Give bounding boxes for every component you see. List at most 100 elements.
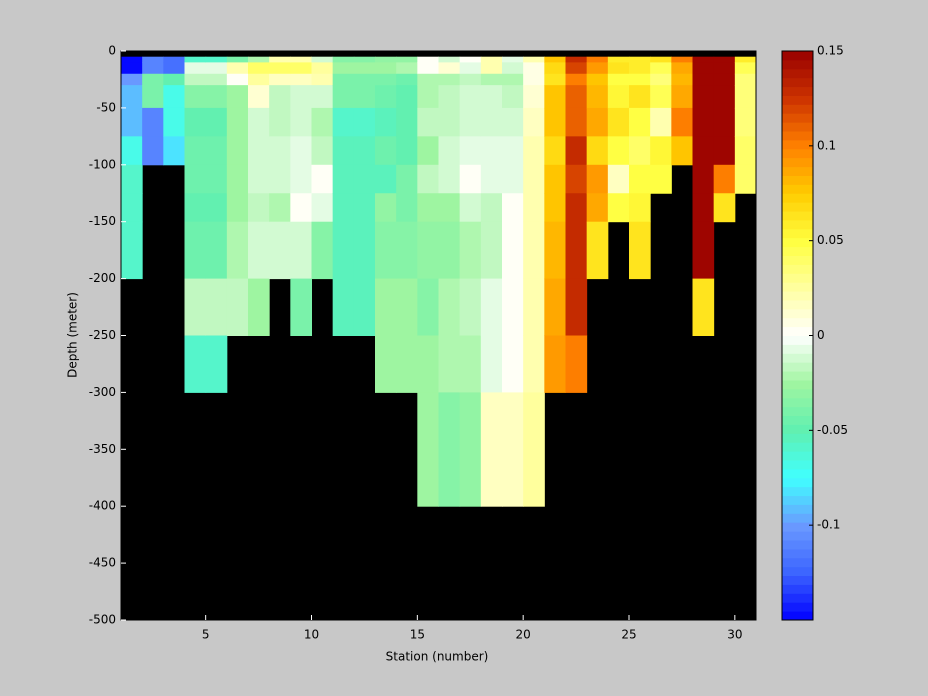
colorbar-swatch (782, 175, 813, 185)
heat-cell (290, 107, 312, 137)
heat-cell (692, 107, 715, 137)
heat-cell (607, 62, 630, 75)
heat-cell (650, 56, 672, 63)
heat-cell (544, 73, 566, 86)
heat-cell (459, 56, 482, 63)
heat-cell (692, 62, 715, 75)
heat-cell (248, 193, 270, 223)
heat-cell (269, 193, 291, 223)
heat-cell (353, 73, 376, 86)
heat-cell (650, 136, 672, 166)
y-axis-label: Depth (meter) (66, 292, 80, 378)
x-tick-label: 25 (621, 628, 636, 642)
heat-cell (565, 62, 588, 75)
colorbar-swatch (782, 193, 813, 203)
heat-cell (523, 392, 545, 507)
colorbar-swatch (782, 531, 813, 541)
colorbar-swatch (782, 344, 813, 354)
colorbar-swatch (782, 513, 813, 523)
heat-cell (650, 73, 672, 86)
colorbar-swatch (782, 335, 813, 345)
heat-cell (396, 278, 418, 336)
colorbar-swatch (782, 548, 813, 559)
heat-cell (502, 62, 524, 75)
heat-cell (459, 278, 482, 336)
heat-cell (205, 335, 228, 393)
heat-cell (671, 56, 693, 63)
colorbar-swatch (782, 317, 813, 328)
heat-cell (692, 73, 715, 86)
heat-cell (417, 136, 439, 166)
heat-cell (502, 85, 524, 109)
heat-cell (502, 136, 524, 166)
colorbar-swatch (782, 433, 813, 443)
colorbar-swatch (782, 326, 813, 336)
heat-cell (544, 56, 566, 63)
heat-cell (586, 164, 609, 194)
heat-cell (184, 62, 207, 75)
heat-cell (523, 193, 545, 223)
x-tick-label: 30 (727, 628, 742, 642)
heat-cell (121, 107, 143, 137)
heat-cell (121, 62, 143, 75)
heat-cell (396, 193, 418, 223)
heat-cell (480, 221, 503, 280)
heat-cell (353, 193, 376, 223)
heat-cell (544, 107, 566, 137)
heat-cell (311, 164, 334, 194)
colorbar-swatch (782, 397, 813, 408)
heat-cell (311, 73, 334, 86)
heat-cell (332, 73, 355, 86)
heat-cell (332, 85, 355, 109)
heat-cell (248, 73, 270, 86)
heat-cell (480, 107, 503, 137)
colorbar-swatch (782, 495, 813, 505)
heat-cell (417, 85, 439, 109)
heat-cell (480, 164, 503, 194)
heat-cell (353, 107, 376, 137)
colorbar-swatch (782, 131, 813, 141)
colorbar-swatch (782, 406, 813, 417)
colorbar-swatch (782, 451, 813, 461)
colorbar-swatch (782, 255, 813, 265)
heat-cell (565, 221, 588, 280)
heat-cell (713, 85, 736, 109)
heat-cell (565, 164, 588, 194)
colorbar-swatch (782, 379, 813, 390)
colorbar-swatch (782, 139, 813, 150)
heat-cell (332, 278, 355, 336)
y-tick-label: -300 (89, 385, 116, 399)
heat-cell (184, 85, 207, 109)
y-tick-label: -50 (96, 100, 116, 114)
heat-cell (565, 193, 588, 223)
heat-cell (713, 193, 736, 223)
heat-cell (269, 136, 291, 166)
heat-cell (629, 62, 651, 75)
heat-cell (502, 164, 524, 194)
heat-cell (629, 73, 651, 86)
heat-cell (226, 164, 249, 194)
colorbar-swatch (782, 148, 813, 159)
heat-cell (226, 193, 249, 223)
heat-cell (205, 193, 228, 223)
heat-cell (375, 278, 397, 336)
heat-cell (523, 136, 545, 166)
heat-cell (650, 164, 672, 194)
y-tick-label: -250 (89, 328, 116, 342)
colorbar-swatch (782, 308, 813, 319)
heat-cell (480, 392, 503, 507)
heat-cell (607, 56, 630, 63)
colorbar-swatch (782, 539, 813, 550)
heat-cell (544, 278, 566, 336)
heat-cell (353, 221, 376, 280)
heat-cell (459, 62, 482, 75)
colorbar-swatch (782, 184, 813, 194)
heat-cell (692, 85, 715, 109)
heat-cell (184, 136, 207, 166)
heat-cell (713, 136, 736, 166)
heat-cell (142, 62, 164, 75)
heat-cell (163, 107, 185, 137)
heat-cell (375, 221, 397, 280)
heat-cell (142, 73, 164, 86)
heat-cell (629, 221, 651, 280)
